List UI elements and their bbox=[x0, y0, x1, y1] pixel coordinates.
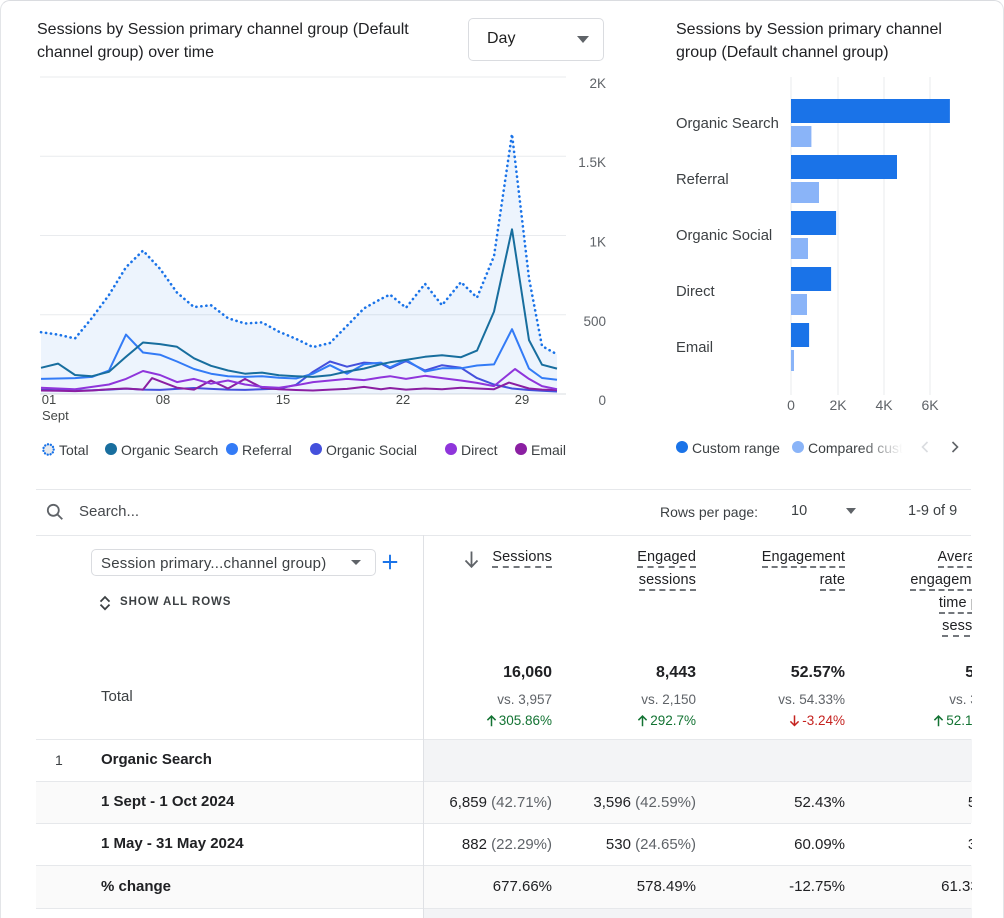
svg-text:1.5K: 1.5K bbox=[578, 155, 606, 170]
svg-text:2K: 2K bbox=[829, 397, 847, 413]
svg-text:22: 22 bbox=[396, 392, 410, 407]
svg-text:15: 15 bbox=[276, 392, 290, 407]
svg-text:Sept: Sept bbox=[42, 408, 69, 423]
svg-text:Organic Search: Organic Search bbox=[676, 116, 779, 132]
svg-text:29: 29 bbox=[515, 392, 529, 407]
svg-text:2K: 2K bbox=[589, 76, 606, 91]
svg-text:1K: 1K bbox=[589, 235, 606, 250]
svg-text:0: 0 bbox=[598, 393, 606, 408]
svg-text:Email: Email bbox=[676, 340, 713, 356]
svg-text:Referral: Referral bbox=[676, 172, 729, 188]
svg-text:500: 500 bbox=[583, 314, 606, 329]
svg-text:Organic Social: Organic Social bbox=[676, 228, 772, 244]
svg-text:0: 0 bbox=[787, 397, 795, 413]
svg-text:08: 08 bbox=[156, 392, 170, 407]
svg-text:Direct: Direct bbox=[676, 284, 715, 300]
svg-text:01: 01 bbox=[42, 392, 56, 407]
svg-text:4K: 4K bbox=[875, 397, 893, 413]
svg-text:6K: 6K bbox=[921, 397, 939, 413]
